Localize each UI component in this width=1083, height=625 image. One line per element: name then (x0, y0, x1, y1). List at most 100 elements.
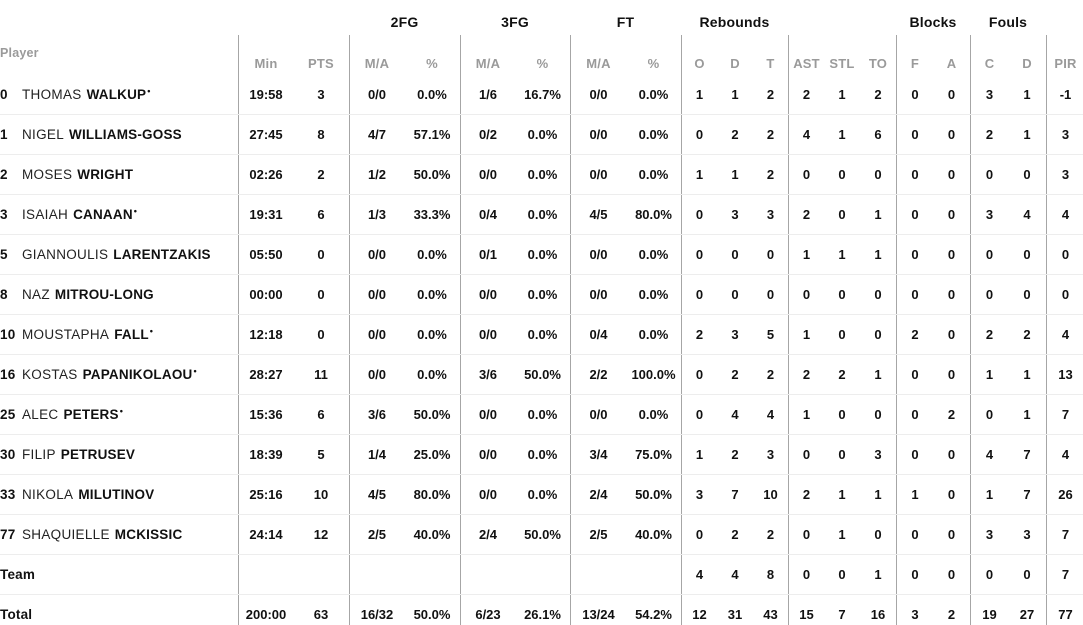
col-reb-t: T (766, 56, 775, 71)
player-name[interactable] (35, 567, 40, 582)
stat-ft-pct: 0.0% (638, 247, 669, 262)
stat-to: 1 (874, 207, 882, 222)
stat-stl: 1 (838, 527, 846, 542)
stat-to: 0 (874, 527, 882, 542)
stat-stl: 2 (838, 367, 846, 382)
stat-3fg-ma: 0/0 (460, 315, 515, 354)
player-name[interactable]: THOMAS WALKUP• (22, 86, 150, 102)
stat-to: 3 (874, 447, 882, 462)
col-ft-pct: % (647, 56, 660, 71)
stat-reb-off: 0 (681, 355, 717, 394)
stat-3fg-pct: 0.0% (527, 167, 558, 182)
stat-to: 2 (874, 87, 882, 102)
stat-3fg-pct: 26.1% (524, 607, 561, 622)
stat-2fg-ma: 4/5 (349, 475, 404, 514)
stat-min: 18:39 (238, 435, 293, 474)
stat-ast: 0 (788, 515, 824, 554)
stat-pir: 7 (1046, 395, 1083, 434)
stat-foul-committed: 0 (970, 235, 1008, 274)
stat-blk-favor: 2 (896, 315, 933, 354)
stat-ft-pct: 0.0% (638, 287, 669, 302)
stat-3fg-ma: 1/6 (460, 75, 515, 114)
stat-min: 02:26 (238, 155, 293, 194)
table-row: Team 4 4 8 0 0 1 0 0 0 0 7 (0, 555, 1083, 595)
stat-foul-drawn: 27 (1019, 607, 1035, 622)
group-2fg: 2FG (390, 14, 419, 30)
group-ft: FT (616, 14, 635, 30)
stat-pir: 7 (1046, 515, 1083, 554)
stat-blk-against: 0 (947, 447, 956, 462)
col-to: TO (868, 56, 888, 71)
stat-2fg-ma: 0/0 (349, 75, 404, 114)
stat-ft-ma: 0/0 (570, 75, 626, 114)
player-name[interactable]: MOUSTAPHA FALL• (22, 326, 153, 342)
stat-foul-committed: 0 (970, 155, 1008, 194)
table-row: 10 MOUSTAPHA FALL• 12:18 0 0/0 0.0% 0/0 0… (0, 315, 1083, 355)
stat-to: 1 (874, 367, 882, 382)
col-reb-o: O (681, 35, 717, 75)
stat-reb-off: 1 (681, 155, 717, 194)
stat-2fg-ma: 0/0 (349, 355, 404, 394)
stat-foul-drawn: 7 (1023, 447, 1031, 462)
player-name[interactable]: NIKOLA MILUTINOV (22, 487, 154, 502)
stat-blk-favor: 0 (896, 155, 933, 194)
player-name[interactable] (32, 607, 37, 622)
stat-foul-drawn: 0 (1023, 287, 1031, 302)
stat-stl: 0 (838, 287, 846, 302)
stat-3fg-ma: 0/1 (460, 235, 515, 274)
stat-reb-def: 4 (731, 567, 739, 582)
player-name[interactable]: NAZ MITROU-LONG (22, 287, 154, 302)
stat-pts: 8 (317, 127, 325, 142)
player-cell: 1 NIGEL WILLIAMS-GOSS (0, 115, 238, 154)
player-name[interactable]: ISAIAH CANAAN• (22, 206, 137, 222)
stat-reb-total: 0 (766, 247, 775, 262)
stat-stl: 0 (838, 447, 846, 462)
stat-reb-off: 0 (681, 115, 717, 154)
stat-3fg-ma: 0/0 (460, 395, 515, 434)
stat-pts: 0 (317, 327, 325, 342)
player-first-name: NIGEL (22, 127, 65, 142)
stat-reb-def: 4 (731, 407, 739, 422)
player-last-name: CANAAN (73, 207, 133, 222)
stat-3fg-pct: 0.0% (527, 447, 558, 462)
stat-reb-def: 0 (731, 287, 739, 302)
stat-ft-pct: 54.2% (635, 607, 672, 622)
jersey-number: 2 (0, 167, 8, 182)
col-3fg-ma: M/A (460, 35, 515, 75)
stat-2fg-ma: 0/0 (349, 235, 404, 274)
col-foul-committed: C (970, 35, 1008, 75)
stat-reb-def: 1 (731, 167, 739, 182)
player-name[interactable]: SHAQUIELLE MCKISSIC (22, 527, 182, 542)
stat-2fg-pct: 0.0% (417, 367, 447, 382)
stat-2fg-ma: 1/3 (349, 195, 404, 234)
col-2fg-ma: M/A (349, 35, 404, 75)
player-cell: 5 GIANNOULIS LARENTZAKIS (0, 235, 238, 274)
stat-ft-pct: 0.0% (638, 167, 669, 182)
player-last-name: WALKUP (86, 87, 147, 102)
jersey-number: Team (0, 567, 36, 582)
stat-foul-committed: 19 (970, 595, 1008, 625)
stat-min (238, 555, 293, 594)
stat-pts: 12 (313, 527, 329, 542)
player-name[interactable]: KOSTAS PAPANIKOLAOU• (22, 366, 197, 382)
group-blocks: Blocks (909, 14, 957, 30)
player-name[interactable]: MOSES WRIGHT (22, 167, 133, 182)
stat-ast: 0 (788, 275, 824, 314)
stat-pts: 10 (313, 487, 329, 502)
table-row: 1 NIGEL WILLIAMS-GOSS 27:45 8 4/7 57.1% 0… (0, 115, 1083, 155)
player-name[interactable]: NIGEL WILLIAMS-GOSS (22, 127, 182, 142)
stat-pir: 0 (1046, 235, 1083, 274)
stat-2fg-ma: 1/4 (349, 435, 404, 474)
stat-pir: 3 (1046, 155, 1083, 194)
stat-reb-total: 2 (766, 367, 775, 382)
player-name[interactable]: ALEC PETERS• (22, 406, 123, 422)
player-name[interactable]: FILIP PETRUSEV (22, 447, 135, 462)
col-foul-drawn: D (1022, 56, 1032, 71)
stat-pir: 4 (1046, 315, 1083, 354)
stat-stl: 1 (838, 487, 846, 502)
stat-stl: 0 (838, 407, 846, 422)
stat-ft-ma: 0/0 (570, 275, 626, 314)
player-name[interactable]: GIANNOULIS LARENTZAKIS (22, 247, 211, 262)
jersey-number: 33 (0, 487, 16, 502)
